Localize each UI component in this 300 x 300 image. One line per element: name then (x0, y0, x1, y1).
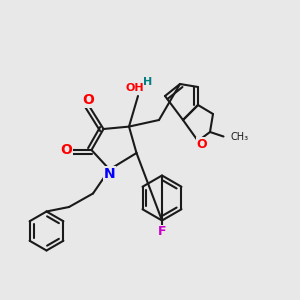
Text: OH: OH (126, 83, 144, 94)
Text: O: O (60, 143, 72, 157)
Text: F: F (158, 225, 166, 239)
Text: N: N (104, 167, 115, 181)
Text: CH₃: CH₃ (230, 131, 248, 142)
Text: O: O (82, 94, 94, 107)
Text: O: O (196, 138, 207, 151)
Text: H: H (143, 77, 152, 88)
